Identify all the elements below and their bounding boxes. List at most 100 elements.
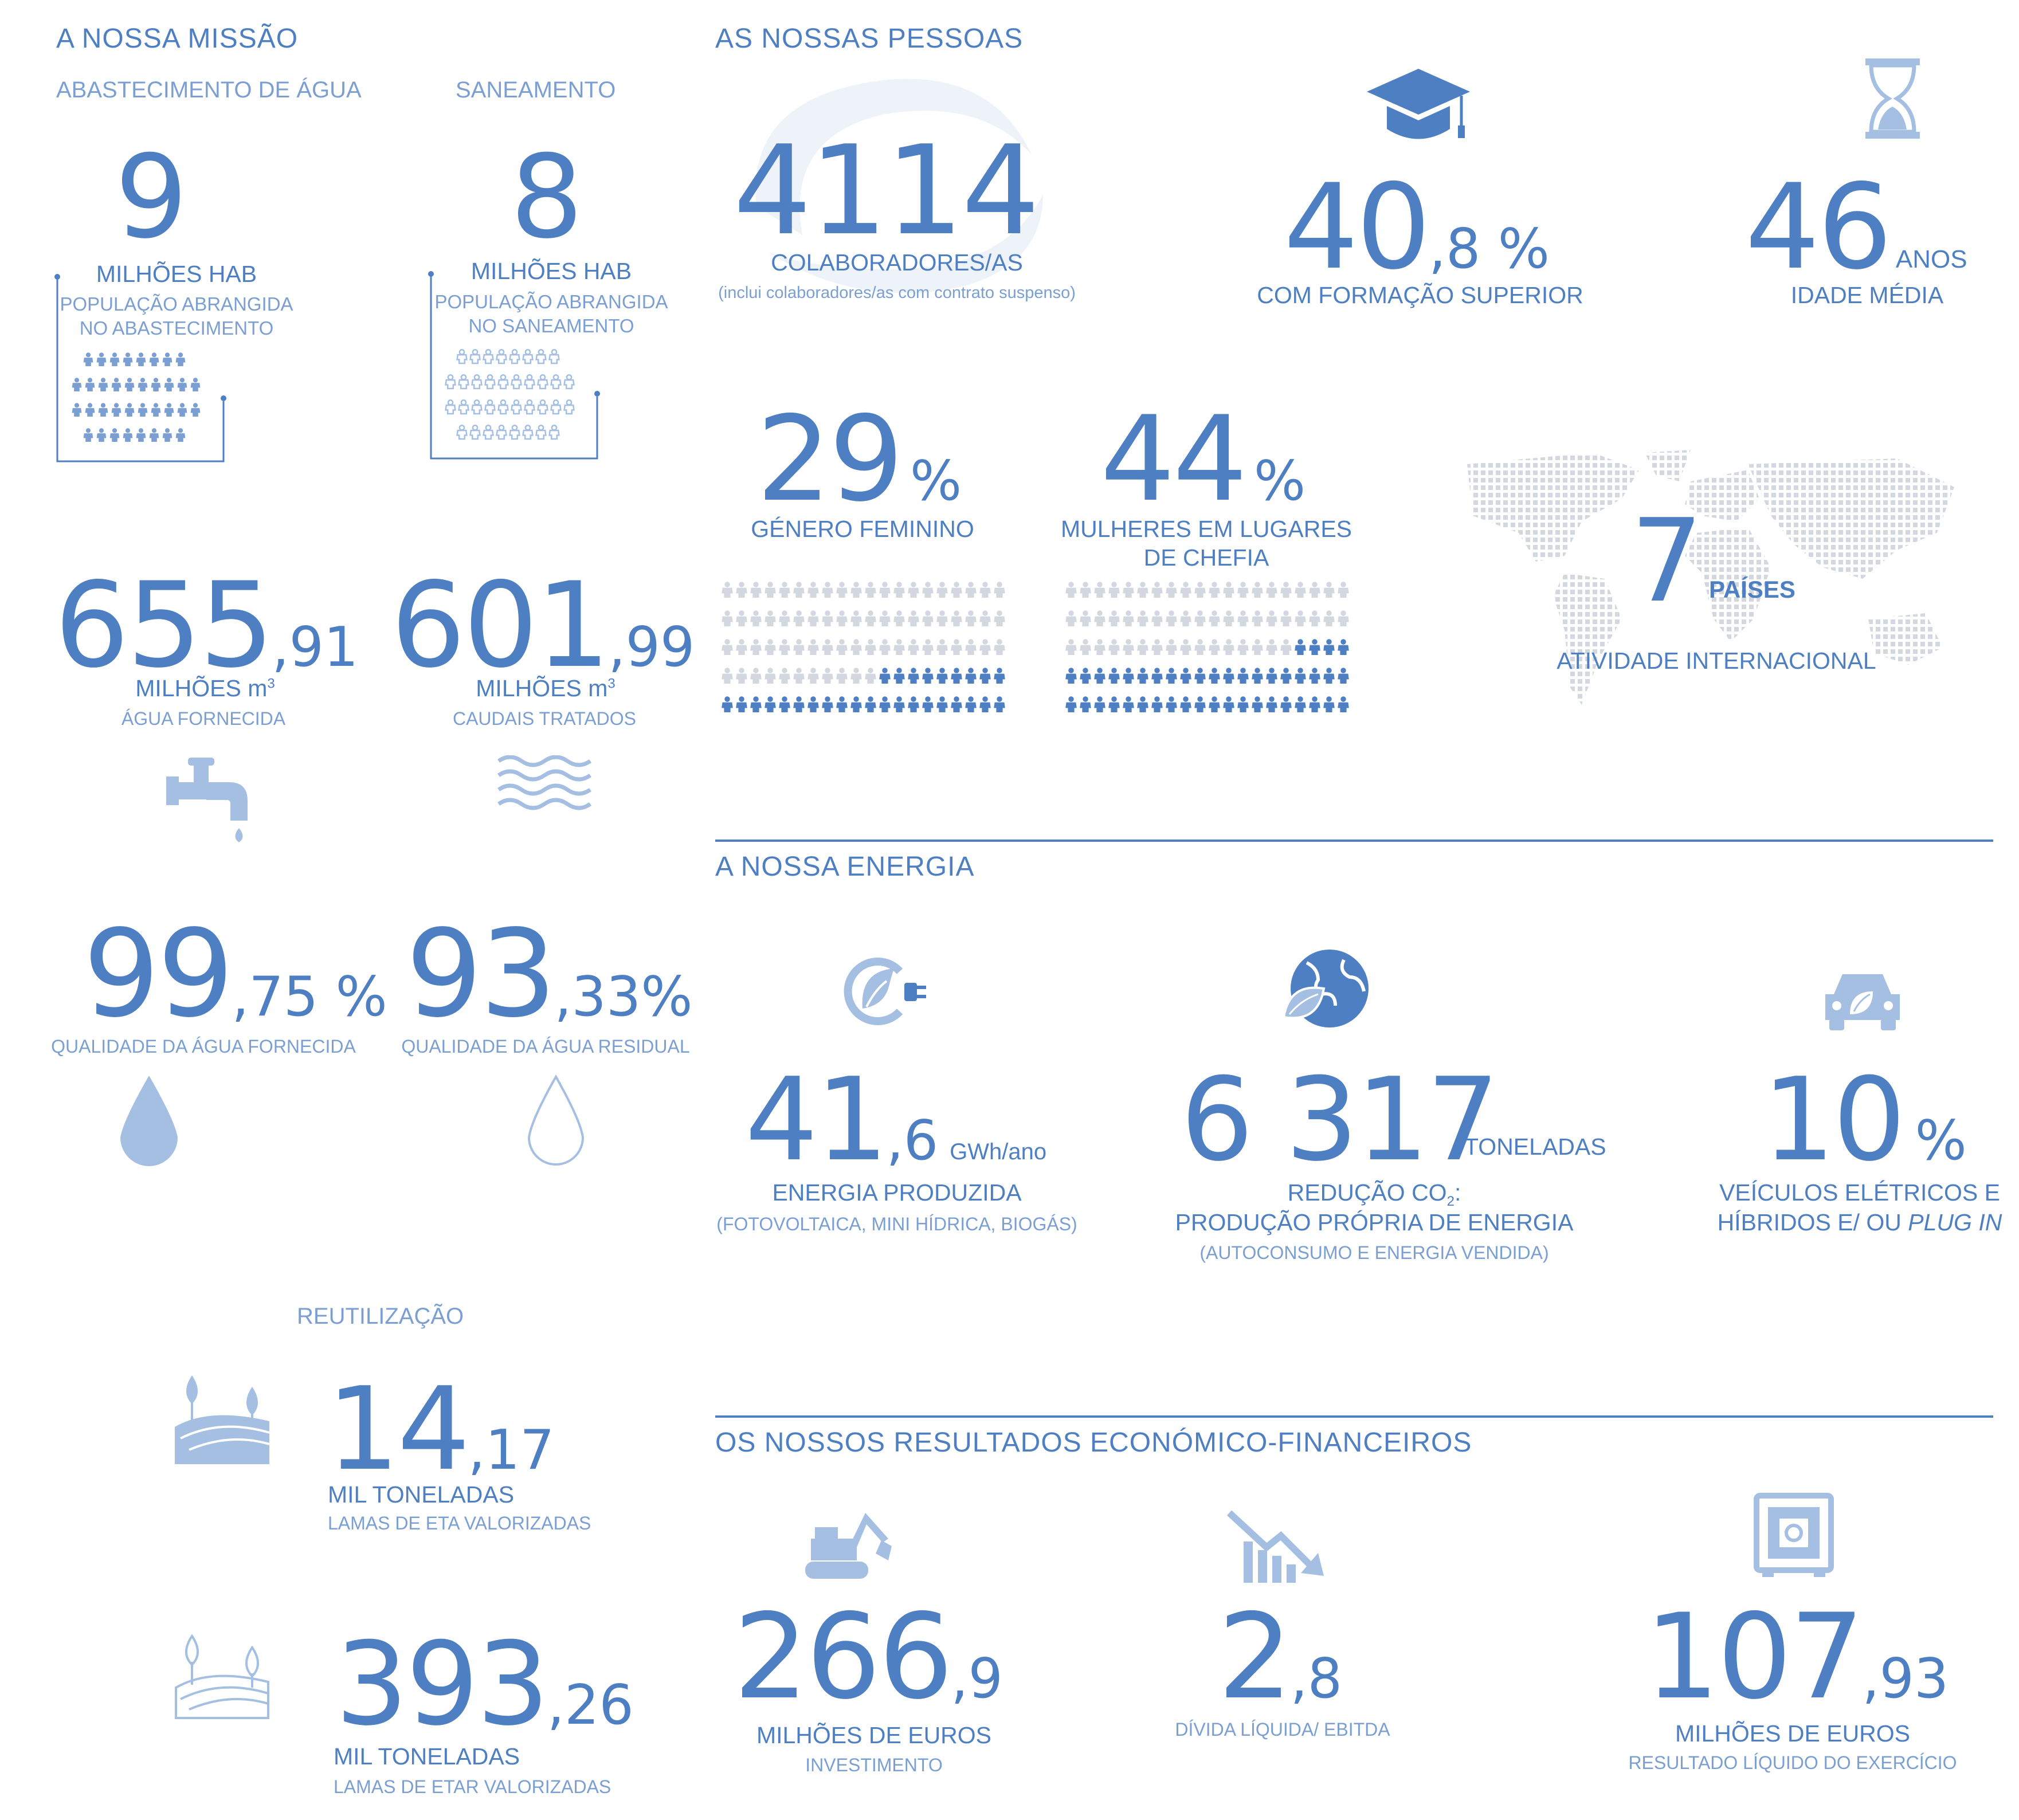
- person-icon: [1338, 610, 1349, 626]
- safe-icon: [1754, 1493, 1834, 1577]
- reuse-eta-int: 14: [327, 1363, 470, 1496]
- field-filled-icon: [175, 1375, 269, 1464]
- person-icon: [865, 610, 876, 626]
- supply-people-frame: [54, 274, 226, 462]
- person-highlighted-icon: [994, 696, 1005, 712]
- employees-note: (inclui colaboradores/as com contrato su…: [718, 284, 1076, 302]
- person-highlighted-icon: [1209, 668, 1220, 684]
- person-highlighted-icon: [1338, 668, 1349, 684]
- person-highlighted-icon: [951, 668, 962, 684]
- person-icon: [750, 668, 762, 684]
- investment-int: 266: [734, 1589, 953, 1725]
- person-icon: [1151, 610, 1163, 626]
- waves-icon: [497, 755, 592, 810]
- employees-label: COLABORADORES/AS: [771, 249, 1023, 276]
- person-icon: [807, 668, 819, 684]
- person-icon: [1252, 610, 1263, 626]
- person-icon: [98, 403, 108, 417]
- person-highlighted-icon: [1323, 696, 1335, 712]
- person-icon: [162, 352, 173, 366]
- person-icon: [151, 403, 161, 417]
- person-icon: [822, 639, 833, 655]
- reuse-etar-int: 393: [335, 1618, 550, 1751]
- person-icon: [1280, 639, 1292, 655]
- person-highlighted-icon: [1237, 668, 1249, 684]
- person-icon: [722, 639, 733, 655]
- investment-dec: ,9: [951, 1648, 1003, 1711]
- person-icon: [822, 582, 833, 598]
- reuse-etar-dec: ,26: [547, 1674, 634, 1737]
- person-icon: [922, 582, 934, 598]
- person-highlighted-icon: [1237, 696, 1249, 712]
- person-icon: [965, 582, 977, 598]
- person-icon: [123, 352, 133, 366]
- person-icon: [1194, 639, 1206, 655]
- female-figure: 29%: [756, 401, 962, 519]
- person-icon: [765, 639, 776, 655]
- person-outline-icon: [509, 424, 520, 440]
- person-highlighted-icon: [836, 696, 848, 712]
- person-icon: [908, 639, 919, 655]
- energy-produced-figure: 41,6 GWh/ano: [745, 1063, 1046, 1178]
- person-outline-icon: [497, 374, 509, 390]
- person-highlighted-icon: [1194, 668, 1206, 684]
- supply-unit: MILHÕES HAB: [96, 261, 257, 287]
- person-icon: [765, 582, 776, 598]
- person-highlighted-icon: [1080, 668, 1091, 684]
- person-highlighted-icon: [1323, 639, 1335, 655]
- person-icon: [865, 639, 876, 655]
- person-icon: [951, 610, 962, 626]
- person-highlighted-icon: [922, 668, 934, 684]
- age-label: IDADE MÉDIA: [1790, 282, 1944, 308]
- countries-label: ATIVIDADE INTERNACIONAL: [1557, 648, 1876, 674]
- supply-population-value: 9: [115, 131, 187, 264]
- world-map-icon: [1467, 450, 1954, 705]
- reuse-eta-dec: ,17: [468, 1419, 555, 1482]
- education-int: 40: [1284, 159, 1431, 296]
- person-icon: [1194, 610, 1206, 626]
- person-highlighted-icon: [1123, 668, 1134, 684]
- person-icon: [136, 428, 146, 442]
- co2-label-line1: REDUÇÃO CO2:: [1287, 1179, 1461, 1210]
- excavator-icon: [805, 1513, 892, 1579]
- person-icon: [72, 403, 82, 417]
- person-icon: [111, 403, 121, 417]
- co2-label-line2: PRODUÇÃO PRÓPRIA DE ENERGIA: [1175, 1209, 1574, 1235]
- person-icon: [1295, 610, 1306, 626]
- person-icon: [1080, 639, 1091, 655]
- person-icon: [793, 668, 805, 684]
- person-icon: [779, 639, 790, 655]
- person-icon: [1108, 582, 1120, 598]
- person-icon: [836, 582, 848, 598]
- quality-waste-int: 93: [406, 904, 556, 1044]
- person-icon: [850, 668, 862, 684]
- graduation-cap-icon: [1367, 69, 1470, 139]
- reuse-etar-label: LAMAS DE ETAR VALORIZADAS: [334, 1776, 611, 1797]
- person-highlighted-icon: [807, 696, 819, 712]
- person-icon: [96, 428, 107, 442]
- person-icon: [1280, 582, 1292, 598]
- person-icon: [175, 352, 186, 366]
- person-icon: [1295, 582, 1306, 598]
- person-icon: [1137, 610, 1148, 626]
- person-icon: [722, 582, 733, 598]
- person-outline-icon: [469, 424, 481, 440]
- person-icon: [908, 582, 919, 598]
- person-icon: [177, 378, 187, 391]
- person-outline-icon: [496, 424, 507, 440]
- person-highlighted-icon: [750, 696, 762, 712]
- person-outline-icon: [484, 374, 496, 390]
- person-icon: [779, 610, 790, 626]
- person-highlighted-icon: [1295, 668, 1306, 684]
- person-icon: [979, 639, 991, 655]
- age-unit: ANOS: [1895, 245, 1967, 273]
- person-highlighted-icon: [922, 696, 934, 712]
- person-icon: [175, 428, 186, 442]
- vehicles-label-line2: HÍBRIDOS E/ OU PLUG IN: [1717, 1209, 2002, 1235]
- person-outline-icon: [548, 348, 560, 364]
- person-highlighted-icon: [1108, 668, 1120, 684]
- water-supplied-int: 655: [54, 558, 274, 694]
- reuse-heading: REUTILIZAÇÃO: [297, 1304, 464, 1329]
- person-icon: [936, 610, 948, 626]
- education-label: COM FORMAÇÃO SUPERIOR: [1257, 282, 1583, 308]
